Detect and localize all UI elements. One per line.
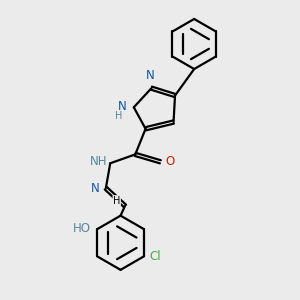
Text: H: H [113, 196, 120, 206]
Text: N: N [118, 100, 126, 113]
Text: H: H [115, 110, 122, 121]
Text: N: N [146, 69, 154, 82]
Text: NH: NH [90, 155, 107, 168]
Text: Cl: Cl [149, 250, 161, 263]
Text: O: O [166, 155, 175, 168]
Text: HO: HO [73, 222, 91, 235]
Text: N: N [91, 182, 100, 195]
